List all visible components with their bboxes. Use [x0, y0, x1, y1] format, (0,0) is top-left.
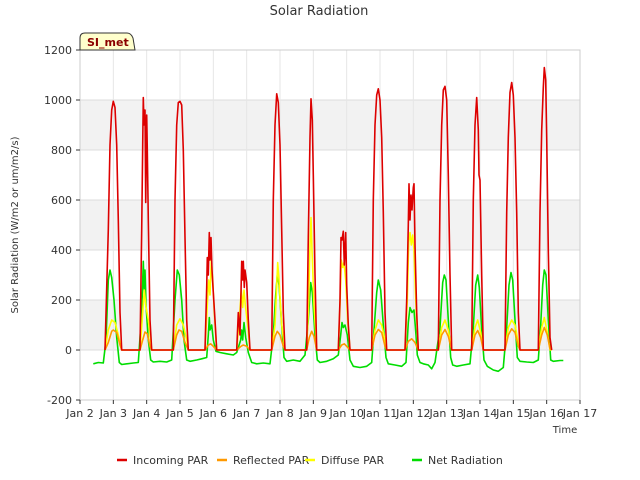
station-badge-shape: [79, 32, 136, 51]
y-tick-label: 1000: [44, 94, 72, 107]
plot-band: [80, 200, 580, 250]
plot-band: [80, 100, 580, 150]
y-tick-label: -200: [47, 394, 72, 407]
y-tick-label: 800: [51, 144, 72, 157]
y-tick-label: 0: [65, 344, 72, 357]
x-tick-label: Jan 14: [462, 407, 497, 420]
y-tick-label: 200: [51, 294, 72, 307]
x-tick-label: Jan 15: [495, 407, 530, 420]
series-line-diffuse-par: [104, 216, 552, 351]
x-tick-label: Jan 7: [232, 407, 260, 420]
x-tick-label: Jan 11: [362, 407, 397, 420]
x-tick-label: Jan 3: [99, 407, 127, 420]
x-tick-label: Jan 17: [562, 407, 597, 420]
series-line-incoming-par: [104, 66, 553, 351]
legend-label-diffuse-par: Diffuse PAR: [321, 454, 385, 467]
legend-label-reflected-par: Reflected PAR: [233, 454, 310, 467]
legend-label-net-radiation: Net Radiation: [428, 454, 503, 467]
x-tick-label: Jan 9: [299, 407, 327, 420]
x-tick-label: Jan 4: [132, 407, 160, 420]
x-tick-label: Jan 12: [395, 407, 430, 420]
chart-title: Solar Radiation: [270, 4, 369, 19]
x-tick-label: Jan 2: [65, 407, 93, 420]
legend-label-incoming-par: Incoming PAR: [133, 454, 209, 467]
station-badge: SI_met: [79, 32, 136, 51]
x-tick-label: Jan 6: [199, 407, 227, 420]
x-axis-label: Time: [552, 425, 577, 436]
legend: Incoming PAR Reflected PAR Diffuse PAR Net …: [117, 454, 503, 467]
x-tick-label: Jan 10: [328, 407, 363, 420]
x-tick-label: Jan 8: [265, 407, 293, 420]
x-tick-label: Jan 13: [428, 407, 463, 420]
plot-band: [80, 300, 580, 350]
y-axis-label: Solar Radiation (W/m2 or um/m2/s): [10, 136, 21, 313]
station-label: SI_met: [87, 36, 129, 49]
x-tick-label: Jan 5: [165, 407, 193, 420]
y-tick-label: 1200: [44, 44, 72, 57]
plot-area: [79, 49, 581, 401]
series-line-net-radiation: [93, 260, 564, 373]
series-lines: [93, 66, 564, 373]
y-tick-label: 400: [51, 244, 72, 257]
x-tick-label: Jan 16: [528, 407, 563, 420]
axes: -200 0 200 400 600 800 1000 1200 Jan 2 Jan 3 Jan 4…: [44, 44, 597, 420]
plot-border: [79, 49, 581, 401]
y-tick-label: 600: [51, 194, 72, 207]
